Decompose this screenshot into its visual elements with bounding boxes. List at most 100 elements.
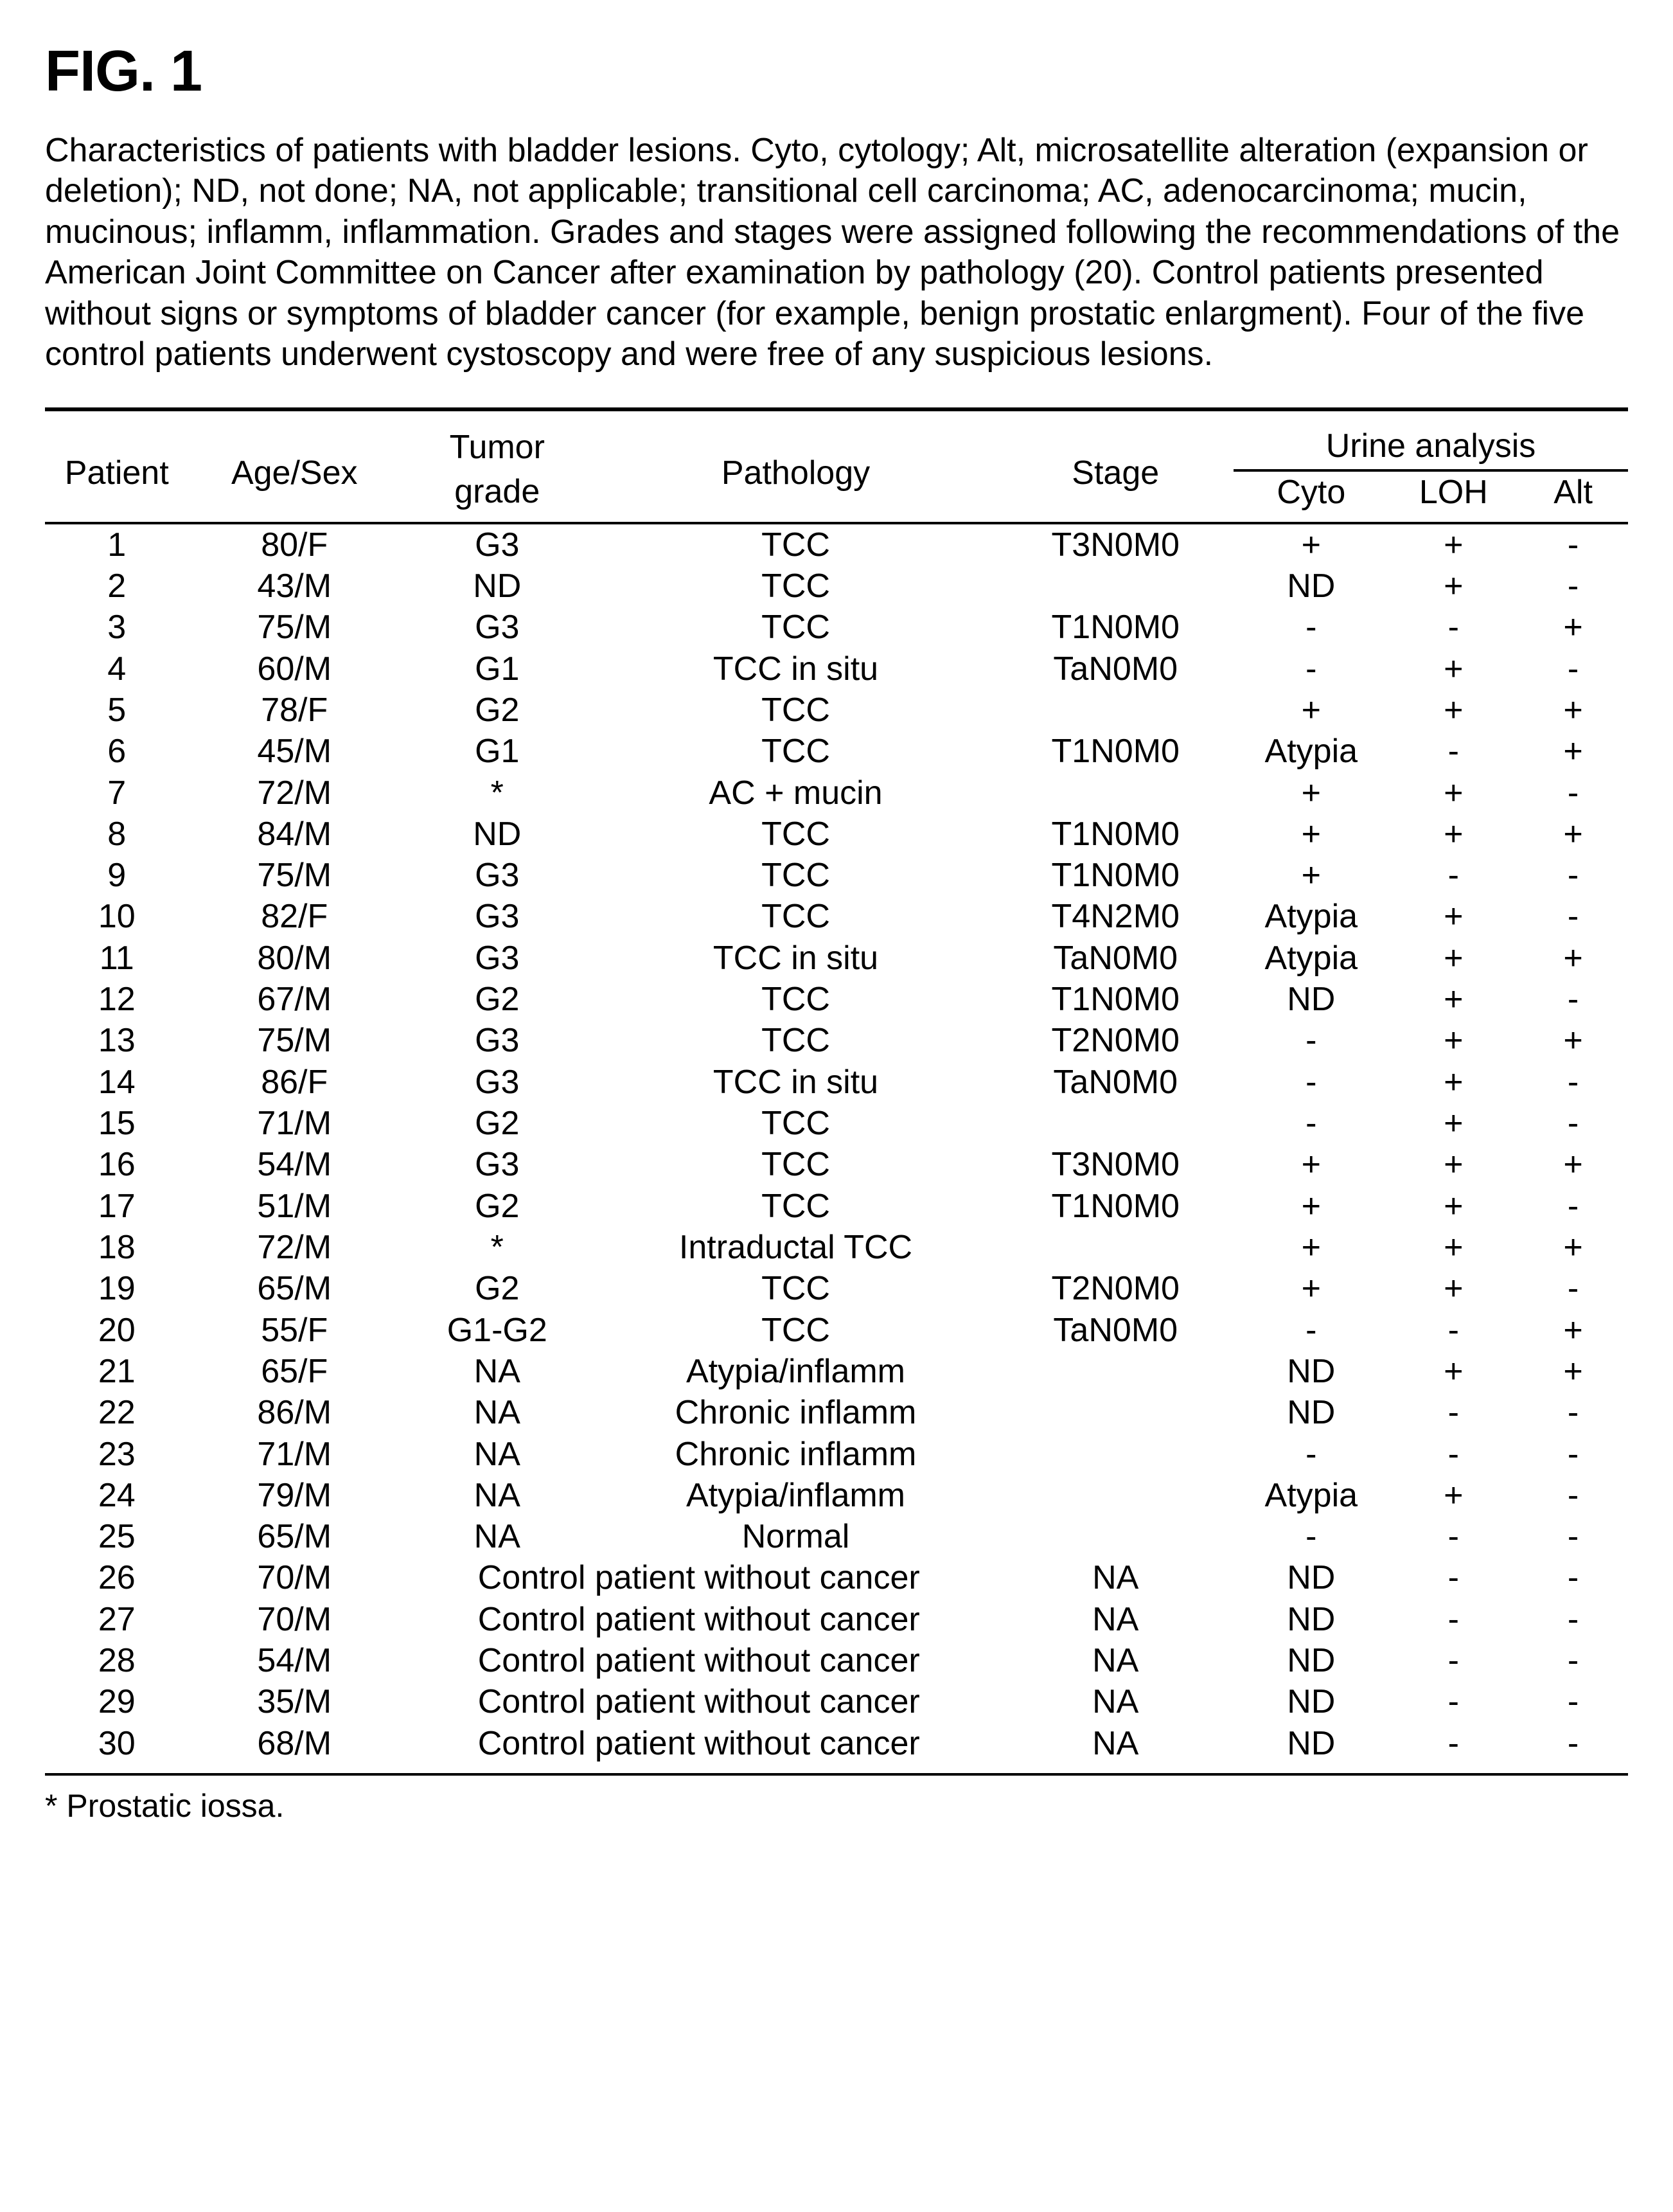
- table-row: 2670/MControl patient without cancerNAND…: [45, 1557, 1628, 1598]
- cell: Atypia: [1234, 731, 1389, 772]
- cell: TCC: [594, 607, 998, 648]
- cell: -: [1234, 648, 1389, 690]
- cell: -: [1518, 524, 1628, 566]
- cell: 13: [45, 1020, 188, 1061]
- table-row: 578/FG2TCC+++: [45, 690, 1628, 731]
- cell: TCC: [594, 566, 998, 607]
- cell: -: [1234, 607, 1389, 648]
- cell: 65/M: [188, 1268, 400, 1309]
- cell: TCC: [594, 1186, 998, 1227]
- cell: -: [1389, 855, 1519, 896]
- cell: [997, 1351, 1234, 1392]
- cell: +: [1389, 1351, 1519, 1392]
- cell: +: [1234, 1268, 1389, 1309]
- cell: G2: [400, 1186, 594, 1227]
- cell: +: [1234, 772, 1389, 814]
- cell: NA: [997, 1599, 1234, 1640]
- cell: T1N0M0: [997, 855, 1234, 896]
- cell: 86/M: [188, 1392, 400, 1433]
- cell: TCC: [594, 524, 998, 566]
- table-row: 975/MG3TCCT1N0M0+--: [45, 855, 1628, 896]
- cell: TCC: [594, 814, 998, 855]
- cell: [997, 772, 1234, 814]
- cell: 22: [45, 1392, 188, 1433]
- cell: -: [1389, 607, 1519, 648]
- table-row: 884/MNDTCCT1N0M0+++: [45, 814, 1628, 855]
- cell: ND: [1234, 1681, 1389, 1722]
- cell: [997, 1392, 1234, 1433]
- cell: +: [1234, 524, 1389, 566]
- cell: +: [1518, 1227, 1628, 1268]
- cell: ND: [400, 814, 594, 855]
- cell: 7: [45, 772, 188, 814]
- cell: G1-G2: [400, 1310, 594, 1351]
- cell: T3N0M0: [997, 524, 1234, 566]
- cell: 75/M: [188, 855, 400, 896]
- th-cyto: Cyto: [1234, 470, 1389, 522]
- cell: G3: [400, 938, 594, 979]
- cell: T1N0M0: [997, 979, 1234, 1020]
- cell: *: [400, 772, 594, 814]
- cell: +: [1518, 1144, 1628, 1185]
- cell: 15: [45, 1103, 188, 1144]
- figure-title: FIG. 1: [45, 39, 1628, 105]
- cell: G3: [400, 1020, 594, 1061]
- cell: 23: [45, 1434, 188, 1475]
- cell: 30: [45, 1723, 188, 1764]
- cell: 18: [45, 1227, 188, 1268]
- cell: +: [1389, 566, 1519, 607]
- cell: Normal: [594, 1516, 998, 1557]
- cell: ND: [1234, 1640, 1389, 1681]
- cell: TaN0M0: [997, 938, 1234, 979]
- table-row: 2055/FG1-G2TCCTaN0M0--+: [45, 1310, 1628, 1351]
- cell: TCC: [594, 979, 998, 1020]
- cell: -: [1518, 1392, 1628, 1433]
- cell: -: [1518, 1103, 1628, 1144]
- cell: +: [1389, 1144, 1519, 1185]
- cell: +: [1518, 1020, 1628, 1061]
- cell: 72/M: [188, 772, 400, 814]
- cell: G3: [400, 896, 594, 937]
- cell: [997, 566, 1234, 607]
- cell: +: [1389, 979, 1519, 1020]
- cell: 82/F: [188, 896, 400, 937]
- cell: G2: [400, 1268, 594, 1309]
- cell: -: [1234, 1434, 1389, 1475]
- cell: -: [1518, 772, 1628, 814]
- cell: ND: [1234, 979, 1389, 1020]
- cell: G2: [400, 1103, 594, 1144]
- cell: +: [1518, 607, 1628, 648]
- cell: T1N0M0: [997, 814, 1234, 855]
- cell: 6: [45, 731, 188, 772]
- cell: NA: [400, 1516, 594, 1557]
- table-row: 460/MG1TCC in situTaN0M0-+-: [45, 648, 1628, 690]
- cell: TCC: [594, 855, 998, 896]
- patient-table: Patient Age/Sex Tumor Pathology Stage Ur…: [45, 411, 1628, 1776]
- cell: Intraductal TCC: [594, 1227, 998, 1268]
- cell: TCC: [594, 1103, 998, 1144]
- cell: TCC: [594, 1268, 998, 1309]
- table-body: 180/FG3TCCT3N0M0++-243/MNDTCCND+-375/MG3…: [45, 522, 1628, 1776]
- cell: 19: [45, 1268, 188, 1309]
- cell: -: [1234, 1020, 1389, 1061]
- cell: +: [1518, 1310, 1628, 1351]
- cell: +: [1234, 814, 1389, 855]
- cell: 84/M: [188, 814, 400, 855]
- cell: [997, 1516, 1234, 1557]
- cell: -: [1389, 1310, 1519, 1351]
- cell: TCC: [594, 1310, 998, 1351]
- cell: 71/M: [188, 1434, 400, 1475]
- table-row: 2479/MNAAtypia/inflammAtypia+-: [45, 1475, 1628, 1516]
- cell: Control patient without cancer: [400, 1640, 997, 1681]
- cell: 5: [45, 690, 188, 731]
- cell: TCC: [594, 731, 998, 772]
- table-row: 1872/M*Intraductal TCC+++: [45, 1227, 1628, 1268]
- cell: TCC in situ: [594, 1062, 998, 1103]
- cell: [997, 1434, 1234, 1475]
- cell: 20: [45, 1310, 188, 1351]
- cell: NA: [997, 1640, 1234, 1681]
- cell: +: [1389, 814, 1519, 855]
- table-row: 180/FG3TCCT3N0M0++-: [45, 524, 1628, 566]
- cell: Control patient without cancer: [400, 1557, 997, 1598]
- th-stage: Stage: [997, 411, 1234, 522]
